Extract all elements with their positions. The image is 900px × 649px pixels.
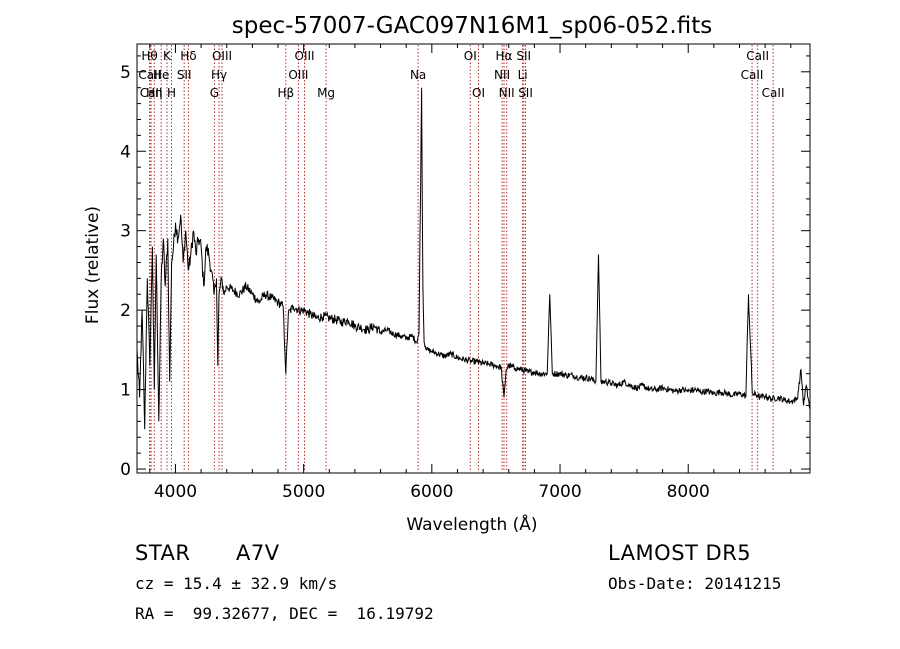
y-tick-label-2: 2 bbox=[120, 301, 131, 321]
line-label-8: Hδ bbox=[180, 49, 196, 63]
spectrum bbox=[136, 87, 811, 430]
x-tick-label-1: 5000 bbox=[282, 482, 325, 502]
line-label-16: Na bbox=[410, 68, 426, 82]
line-label-0: Hθ bbox=[141, 49, 157, 63]
line-label-21: NII bbox=[499, 86, 515, 100]
object-class: STAR bbox=[135, 541, 191, 565]
y-tick-label-0: 0 bbox=[120, 460, 131, 480]
x-axis-label: Wavelength (Å) bbox=[406, 513, 537, 535]
line-label-22: Li bbox=[518, 68, 528, 82]
line-label-11: OIII bbox=[212, 49, 232, 63]
line-label-9: G bbox=[210, 86, 219, 100]
line-label-6: H bbox=[167, 86, 176, 100]
line-label-10: Hγ bbox=[211, 68, 227, 82]
x-tick-label-3: 7000 bbox=[538, 482, 581, 502]
axis-ticks: 4000 5000 6000 7000 8000 0 1 2 3 4 5 bbox=[120, 44, 810, 502]
line-label-25: CaII bbox=[741, 68, 764, 82]
line-label-19: NII bbox=[494, 68, 510, 82]
line-label-2: CaII bbox=[140, 86, 163, 100]
object-subclass: A7V bbox=[236, 541, 280, 565]
line-label-26: CaII bbox=[746, 49, 769, 63]
line-label-17: OI bbox=[464, 49, 477, 63]
chart-title: spec-57007-GAC097N16M1_sp06-052.fits bbox=[232, 13, 712, 39]
x-tick-label-4: 8000 bbox=[667, 482, 710, 502]
line-label-1: CaII bbox=[138, 68, 161, 82]
line-label-24: SII bbox=[518, 86, 533, 100]
y-axis-label: Flux (relative) bbox=[83, 206, 103, 324]
observation-date: Obs-Date: 20141215 bbox=[608, 574, 782, 593]
line-label-7: SII bbox=[177, 68, 192, 82]
redshift-cz: cz = 15.4 ± 32.9 km/s bbox=[135, 574, 338, 593]
y-tick-label-4: 4 bbox=[120, 142, 131, 162]
line-label-14: OIII bbox=[295, 49, 315, 63]
line-label-4: He bbox=[153, 68, 169, 82]
line-label-3: Hη bbox=[146, 86, 163, 100]
x-tick-label-0: 4000 bbox=[154, 482, 197, 502]
line-label-18: OI bbox=[472, 86, 485, 100]
spectrum-line bbox=[136, 87, 811, 430]
line-markers bbox=[149, 45, 774, 472]
line-marker-labels: HθCaIICaIIHηHeKHSIIHδGHγOIIIHβOIIIOIIIMg… bbox=[138, 49, 784, 100]
ra-dec: RA = 99.32677, DEC = 16.19792 bbox=[135, 604, 434, 623]
line-label-13: OIII bbox=[288, 68, 308, 82]
y-tick-label-3: 3 bbox=[120, 222, 131, 242]
y-tick-label-5: 5 bbox=[120, 63, 131, 83]
line-label-12: Hβ bbox=[277, 86, 294, 100]
line-label-5: K bbox=[163, 49, 172, 63]
x-tick-label-2: 6000 bbox=[410, 482, 453, 502]
line-label-23: SII bbox=[516, 49, 531, 63]
plot-frame bbox=[136, 43, 811, 474]
line-label-20: Hα bbox=[496, 49, 513, 63]
line-label-27: CaII bbox=[762, 86, 785, 100]
line-label-15: Mg bbox=[317, 86, 335, 100]
survey-name: LAMOST DR5 bbox=[608, 541, 752, 565]
y-tick-label-1: 1 bbox=[120, 381, 131, 401]
